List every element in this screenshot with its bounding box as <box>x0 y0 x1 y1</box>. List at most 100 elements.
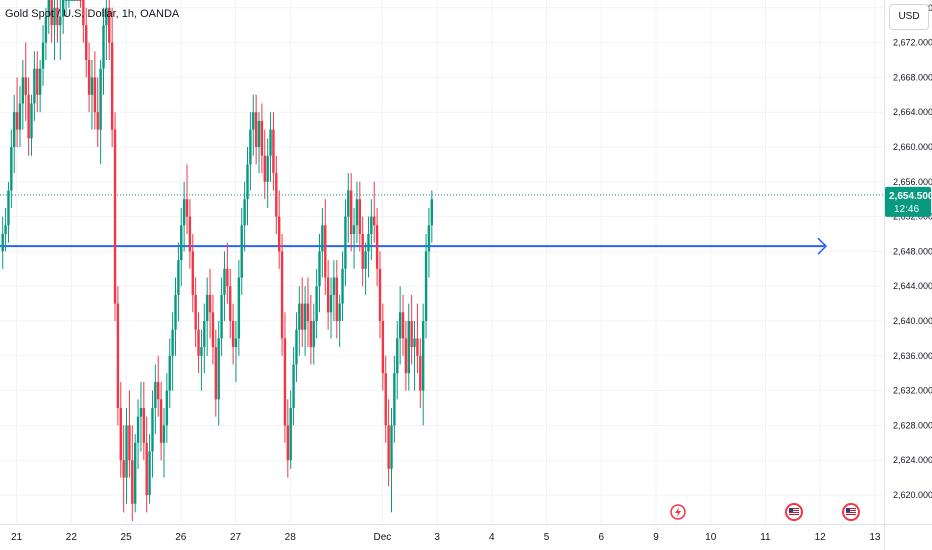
candle-body <box>200 347 203 356</box>
candle-body <box>128 425 131 461</box>
candle-down <box>404 321 408 391</box>
candle-body <box>226 268 229 287</box>
horizontal-ray[interactable] <box>0 194 884 255</box>
candle-body <box>329 294 333 313</box>
candle-up <box>64 0 68 17</box>
candle-body <box>87 60 91 95</box>
us-flag-icon-stripe <box>789 512 799 513</box>
time-tick-label: 5 <box>544 532 550 543</box>
candle-body <box>18 103 22 130</box>
candle-body <box>315 286 318 321</box>
candle-body <box>182 199 186 226</box>
currency-button[interactable]: USD <box>889 4 929 30</box>
candle-up <box>205 277 209 356</box>
candle-body <box>361 234 364 269</box>
candle-body <box>384 373 387 426</box>
candle-down <box>157 355 160 417</box>
candle-down <box>110 7 114 147</box>
candle-up <box>347 173 350 243</box>
candle-body <box>142 408 146 443</box>
candle-down <box>119 381 122 478</box>
price-tick-label: 2,632.000 <box>893 386 932 396</box>
candle-body <box>136 416 140 443</box>
candle-body <box>234 338 238 348</box>
candle-down <box>378 251 382 339</box>
candle-down <box>416 303 419 374</box>
lightning-icon-bolt <box>675 507 681 517</box>
candle-body <box>185 199 189 217</box>
candle-up <box>105 0 108 60</box>
candle-body <box>272 129 275 174</box>
candle-up <box>246 147 249 226</box>
candle-up <box>139 381 143 452</box>
candle-down <box>108 0 111 60</box>
candle-body <box>306 303 310 321</box>
candle-up <box>59 0 62 60</box>
candle-up <box>329 277 333 339</box>
candle-up <box>312 303 315 365</box>
candle-up <box>370 199 373 261</box>
candle-body <box>375 225 379 269</box>
candle-body <box>56 7 59 26</box>
time-scale[interactable]: 21 22 25 26 27 28 Dec 3 4 5 6 9 10 11 12 13 <box>11 532 881 543</box>
candle-down <box>375 207 379 287</box>
candle-body <box>370 216 373 234</box>
candle-body <box>326 277 330 313</box>
candle-up <box>240 207 243 295</box>
candle-up <box>292 347 295 426</box>
candle-down <box>358 181 362 252</box>
candle-body <box>338 303 341 321</box>
candle-body <box>332 277 336 295</box>
symbol-title[interactable]: Gold Spot / U.S. Dollar, 1h, OANDA <box>5 8 180 20</box>
price-scale[interactable]: 2,620.000 2,624.000 2,628.000 2,632.000 2,63… <box>893 3 932 500</box>
candle-up <box>367 216 370 278</box>
candle-up <box>269 112 272 182</box>
candle-up <box>303 286 307 356</box>
price-tick-label: 2,648.000 <box>893 246 932 256</box>
candle-body <box>99 68 102 130</box>
candle-down <box>185 164 189 234</box>
candle-body <box>133 442 137 504</box>
candle-body <box>116 303 120 408</box>
candle-body <box>341 268 344 304</box>
candle-down <box>76 0 79 1</box>
candle-body <box>139 408 143 417</box>
candle-body <box>254 112 258 147</box>
candle-down <box>381 303 385 391</box>
candle-up <box>298 286 301 356</box>
candle-body <box>252 112 255 130</box>
candle-body <box>381 321 385 374</box>
candle-body <box>301 303 304 330</box>
candle-up <box>243 181 246 252</box>
time-tick-label: 22 <box>66 532 78 543</box>
candle-up <box>200 329 203 391</box>
candle-up <box>295 312 298 382</box>
candle-down <box>211 294 215 365</box>
price-tick-label: 2,628.000 <box>893 420 932 430</box>
candle-up <box>13 94 16 174</box>
candle-up <box>41 25 45 87</box>
candle-body <box>151 408 154 452</box>
candle-body <box>295 329 298 365</box>
candle-up <box>318 234 321 313</box>
candle-up <box>315 268 318 339</box>
candle-up <box>203 303 206 374</box>
candle-body <box>93 77 97 113</box>
candle-body <box>427 225 431 252</box>
time-tick-label: 21 <box>11 532 23 543</box>
candle-down <box>373 181 376 243</box>
candle-body <box>358 199 362 234</box>
candle-up <box>182 181 186 252</box>
candle-body <box>246 164 249 200</box>
candle-up <box>341 251 344 321</box>
candle-body <box>398 312 402 339</box>
candle-down <box>254 94 258 165</box>
candle-down <box>349 173 353 252</box>
candle-body <box>208 294 212 313</box>
candle-body <box>303 303 307 330</box>
candle-down <box>214 329 218 417</box>
candle-up <box>18 86 22 147</box>
candle-body <box>280 251 284 339</box>
candle-down <box>122 425 125 513</box>
